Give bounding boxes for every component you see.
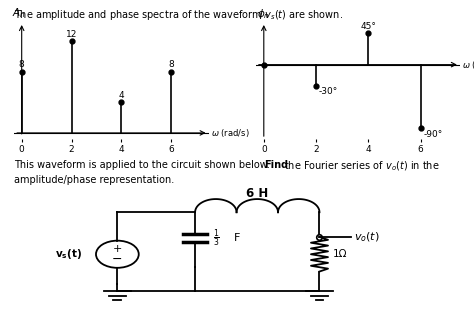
Text: $\phi_n$: $\phi_n$ (257, 7, 270, 21)
Text: $\omega$ (rad/s): $\omega$ (rad/s) (463, 59, 474, 71)
Text: $A_n$: $A_n$ (12, 6, 26, 20)
Text: $\mathbf{v_s(t)}$: $\mathbf{v_s(t)}$ (55, 247, 82, 261)
Text: The amplitude and phase spectra of the waveform $v_s(t)$ are shown.: The amplitude and phase spectra of the w… (14, 8, 343, 22)
Text: 4: 4 (118, 91, 124, 100)
Text: 12: 12 (66, 30, 77, 39)
Text: 8: 8 (19, 60, 25, 70)
Text: -30°: -30° (319, 87, 338, 96)
Text: $\frac{1}{3}$: $\frac{1}{3}$ (212, 228, 219, 249)
Text: Find: Find (264, 160, 289, 170)
Text: amplitude/phase representation.: amplitude/phase representation. (14, 175, 174, 185)
Text: This waveform is applied to the circuit shown below.: This waveform is applied to the circuit … (14, 160, 273, 170)
Text: the Fourier series of $v_o(t)$ in the: the Fourier series of $v_o(t)$ in the (281, 160, 439, 173)
Text: +: + (113, 244, 122, 254)
Text: F: F (234, 233, 240, 243)
Text: $v_o(t)$: $v_o(t)$ (355, 230, 380, 244)
Text: −: − (112, 253, 123, 266)
Text: $\omega$ (rad/s): $\omega$ (rad/s) (211, 127, 250, 139)
Text: -90°: -90° (423, 130, 442, 139)
Text: 6 H: 6 H (246, 187, 268, 200)
Text: 1Ω: 1Ω (333, 249, 347, 259)
Text: 45°: 45° (360, 22, 376, 31)
Text: 8: 8 (168, 60, 174, 70)
